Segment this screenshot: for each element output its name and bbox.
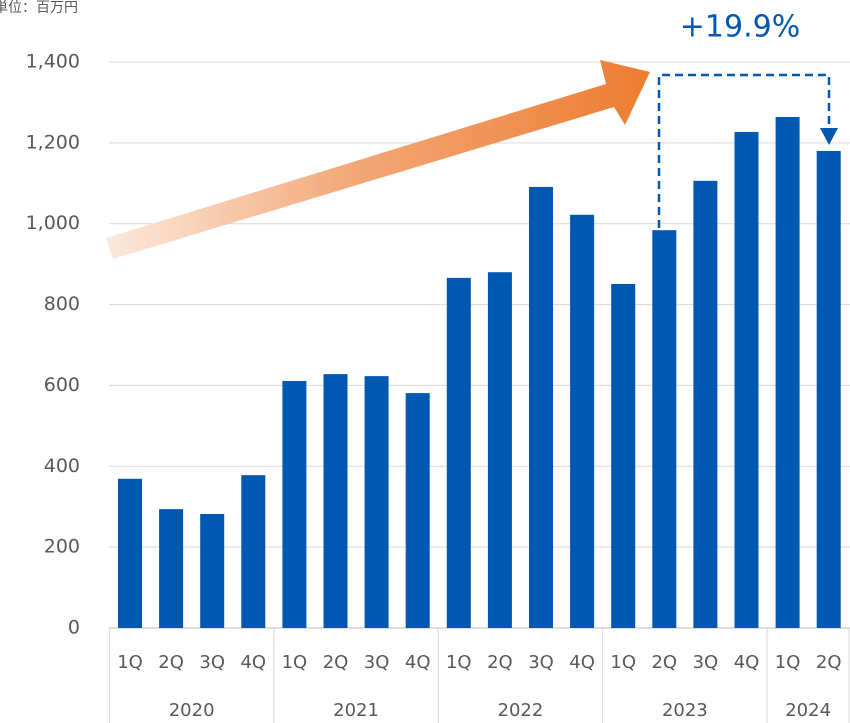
bar: [652, 230, 677, 628]
x-tick-label: 2Q: [323, 652, 349, 673]
x-group-label: 2020: [169, 700, 215, 721]
x-tick-label: 1Q: [282, 652, 308, 673]
bar: [487, 272, 512, 628]
bar: [405, 393, 430, 628]
x-tick-label: 1Q: [610, 652, 636, 673]
x-tick-label: 3Q: [693, 652, 719, 673]
bracket: [657, 73, 831, 228]
x-tick-label: 2Q: [487, 652, 513, 673]
unit-label: 単位：百万円: [0, 0, 78, 16]
y-tick-label: 400: [44, 455, 80, 477]
y-tick-label: 800: [44, 293, 80, 315]
y-tick-label: 600: [44, 374, 80, 396]
x-group-label: 2024: [785, 700, 831, 721]
bar: [775, 116, 800, 629]
bar: [241, 475, 266, 628]
bar: [693, 180, 718, 629]
bar: [446, 277, 471, 628]
x-group-label: 2021: [333, 700, 379, 721]
bar: [816, 150, 841, 628]
x-tick-label: 4Q: [240, 652, 266, 673]
bar: [529, 186, 553, 628]
x-tick-label: 2Q: [816, 652, 842, 673]
x-tick-label: 4Q: [734, 652, 760, 673]
bar: [159, 509, 184, 628]
y-tick-label: 200: [44, 536, 80, 558]
bar: [570, 214, 595, 628]
x-tick-label: 1Q: [446, 652, 472, 673]
x-tick-label: 2Q: [158, 652, 184, 673]
x-tick-label: 4Q: [405, 652, 431, 673]
bar: [323, 374, 348, 628]
trend-arrow: [106, 60, 650, 259]
y-tick-label: 0: [68, 617, 80, 639]
annotation: +19.9%: [680, 10, 800, 45]
bar: [734, 131, 759, 629]
x-group-label: 2022: [498, 700, 544, 721]
bar: [200, 513, 225, 628]
bracket-arrowhead: [820, 128, 838, 145]
bar: [611, 283, 636, 628]
x-tick-label: 3Q: [528, 652, 554, 673]
x-tick-label: 1Q: [775, 652, 801, 673]
x-tick-label: 1Q: [117, 652, 143, 673]
x-group-label: 2023: [662, 700, 708, 721]
y-tick-label: 1,000: [26, 212, 80, 234]
y-tick-label: 1,400: [26, 51, 80, 73]
x-tick-label: 2Q: [651, 652, 677, 673]
bar: [282, 380, 307, 628]
bar: [118, 478, 142, 628]
x-tick-label: 4Q: [569, 652, 595, 673]
x-tick-label: 3Q: [199, 652, 225, 673]
bar: [364, 376, 389, 628]
y-tick-label: 1,200: [26, 131, 80, 153]
x-tick-label: 3Q: [364, 652, 390, 673]
